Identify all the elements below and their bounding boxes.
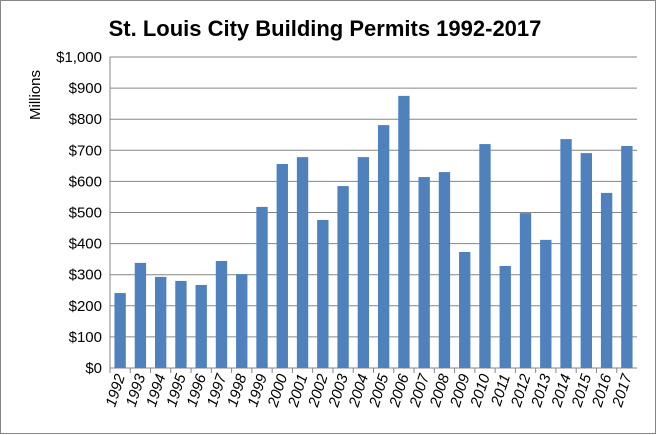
bar	[215, 261, 228, 368]
y-tick-label: $900	[69, 80, 102, 97]
y-tick-label: $300	[69, 267, 102, 284]
y-tick-label: $500	[69, 205, 102, 222]
bar	[317, 219, 329, 368]
y-tick-label: $1,000	[56, 49, 102, 66]
bar	[377, 125, 390, 368]
bar	[560, 139, 572, 368]
bar	[175, 280, 187, 368]
y-tick-label: $600	[69, 173, 102, 190]
y-tick-label: $800	[69, 111, 102, 128]
bar	[256, 206, 268, 368]
bar	[195, 284, 207, 368]
bar	[459, 251, 471, 368]
y-tick-label: $700	[69, 142, 102, 159]
bar	[337, 186, 349, 368]
bar	[134, 262, 147, 368]
y-axis-label: Millions	[27, 70, 44, 120]
bar	[438, 172, 451, 368]
y-tick-label: $400	[69, 236, 102, 253]
bar	[479, 144, 491, 368]
bar	[600, 192, 613, 368]
bar	[236, 274, 248, 368]
bar	[418, 177, 430, 368]
bar	[296, 157, 309, 368]
bar	[540, 239, 552, 368]
bar	[398, 95, 410, 368]
bar	[499, 265, 511, 368]
bar	[621, 145, 633, 368]
bar	[357, 157, 370, 368]
bar	[519, 213, 532, 368]
y-tick-label: $0	[85, 360, 102, 377]
bar	[580, 153, 593, 368]
y-tick-label: $100	[69, 329, 102, 346]
bar	[154, 276, 167, 368]
chart-title: St. Louis City Building Permits 1992-201…	[109, 16, 542, 41]
bar	[114, 293, 126, 368]
y-tick-label: $200	[69, 298, 102, 315]
bar	[276, 163, 288, 368]
